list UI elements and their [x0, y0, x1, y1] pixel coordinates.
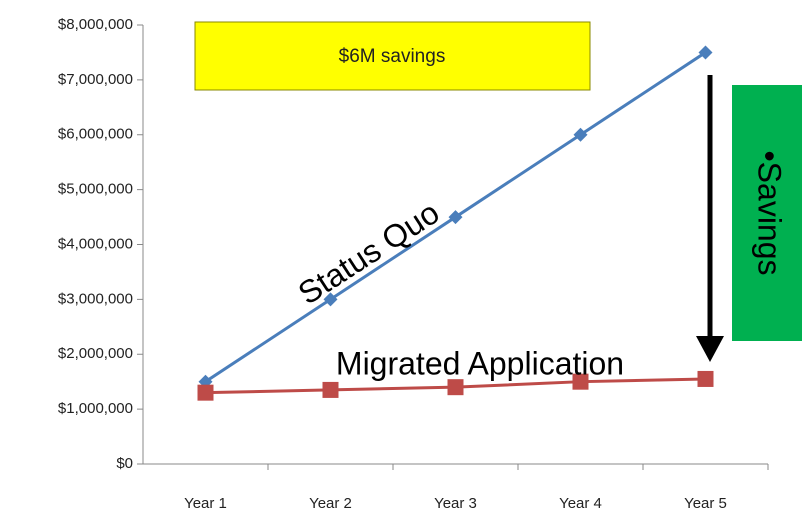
- point: [572, 373, 589, 390]
- savings-box: [194, 21, 591, 91]
- point: [323, 292, 338, 307]
- savings-arrowhead: [696, 336, 724, 362]
- y-tick-label: $2,000,000: [58, 345, 133, 362]
- y-tick-label: $1,000,000: [58, 400, 133, 417]
- savings-tag: [732, 85, 802, 341]
- x-tick-label: Year 1: [184, 495, 227, 512]
- series-label: Status Quo: [292, 194, 446, 311]
- y-tick-label: $5,000,000: [58, 181, 133, 198]
- y-tick-label: $3,000,000: [58, 290, 133, 307]
- savings-box-text: $6M savings: [339, 46, 446, 67]
- y-tick-label: $6,000,000: [58, 126, 133, 143]
- savings-tag-text: •Savings: [752, 150, 788, 275]
- y-tick-label: $0: [116, 455, 133, 472]
- point: [322, 381, 339, 398]
- y-tick-label: $8,000,000: [58, 16, 133, 33]
- point: [197, 384, 214, 401]
- x-tick-label: Year 3: [434, 495, 477, 512]
- x-tick-label: Year 5: [684, 495, 727, 512]
- y-tick-label: $4,000,000: [58, 235, 133, 252]
- point: [698, 45, 713, 60]
- point: [697, 370, 714, 387]
- x-tick-label: Year 2: [309, 495, 352, 512]
- series-label: Migrated Application: [336, 345, 624, 381]
- x-tick-label: Year 4: [559, 495, 602, 512]
- point: [447, 379, 464, 396]
- y-tick-label: $7,000,000: [58, 71, 133, 88]
- point: [573, 127, 588, 142]
- point: [448, 210, 463, 225]
